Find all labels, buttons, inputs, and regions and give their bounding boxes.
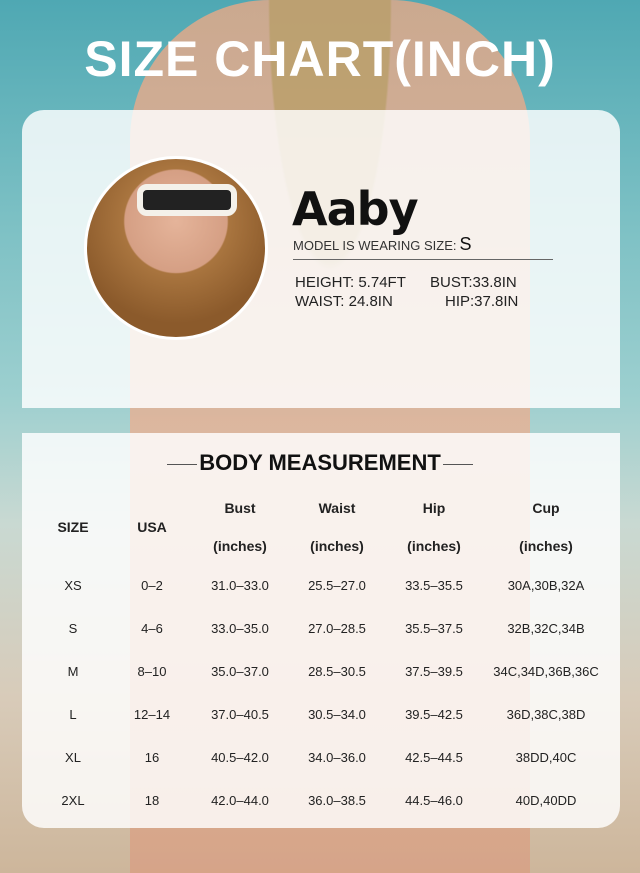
column-unit: (inches)	[213, 538, 267, 554]
column-header: Hip	[422, 500, 446, 516]
table-cell: 44.5–46.0	[405, 793, 463, 808]
table-cell: 27.0–28.5	[308, 621, 366, 636]
model-wearing-size: MODEL IS WEARING SIZE: S	[293, 234, 472, 255]
model-waist: WAIST: 24.8IN	[295, 293, 393, 310]
table-cell: 40D,40DD	[515, 793, 577, 808]
column-unit: (inches)	[407, 538, 461, 554]
table-cell: 33.5–35.5	[405, 578, 463, 593]
table-cell: 28.5–30.5	[308, 664, 366, 679]
column-unit: (inches)	[310, 538, 364, 554]
table-title: BODY MEASUREMENT	[0, 450, 640, 476]
table-title-text: BODY MEASUREMENT	[199, 450, 441, 475]
table-cell: 12–14	[133, 707, 171, 722]
column-header: Waist	[318, 500, 356, 516]
table-cell: 36D,38C,38D	[506, 707, 586, 722]
table-cell: XL	[65, 750, 81, 765]
column-header: SIZE	[57, 519, 89, 535]
table-cell: 42.0–44.0	[211, 793, 269, 808]
table-cell: 35.5–37.5	[405, 621, 463, 636]
table-cell: 36.0–38.5	[308, 793, 366, 808]
table-cell: 37.5–39.5	[405, 664, 463, 679]
table-cell: 38DD,40C	[515, 750, 577, 765]
table-cell: 33.0–35.0	[211, 621, 269, 636]
table-cell: 34.0–36.0	[308, 750, 366, 765]
table-cell: 35.0–37.0	[211, 664, 269, 679]
table-cell: 25.5–27.0	[308, 578, 366, 593]
table-cell: 0–2	[141, 578, 163, 593]
table-cell: 31.0–33.0	[211, 578, 269, 593]
table-cell: 2XL	[61, 793, 85, 808]
wearing-size-value: S	[459, 234, 472, 254]
column-header: Bust	[224, 500, 256, 516]
table-cell: XS	[64, 578, 82, 593]
wearing-label: MODEL IS WEARING SIZE:	[293, 238, 457, 253]
table-cell: 39.5–42.5	[405, 707, 463, 722]
model-name: Aaby	[292, 182, 419, 236]
sunglasses-graphic	[137, 184, 237, 216]
table-cell: 4–6	[141, 621, 163, 636]
column-header: USA	[137, 519, 167, 535]
table-cell: 32B,32C,34B	[507, 621, 585, 636]
table-cell: 18	[144, 793, 160, 808]
column-unit: (inches)	[519, 538, 573, 554]
table-cell: S	[68, 621, 78, 636]
column-header: Cup	[532, 500, 560, 516]
table-cell: 42.5–44.5	[405, 750, 463, 765]
divider	[293, 259, 553, 260]
table-cell: 8–10	[137, 664, 167, 679]
model-hip: HIP:37.8IN	[445, 293, 519, 310]
table-cell: M	[67, 664, 79, 679]
table-cell: 40.5–42.0	[211, 750, 269, 765]
page-title: SIZE CHART(INCH)	[84, 31, 556, 87]
table-cell: 30A,30B,32A	[507, 578, 585, 593]
model-bust: BUST:33.8IN	[430, 274, 517, 291]
model-height: HEIGHT: 5.74FT	[295, 274, 406, 291]
measurement-panel	[22, 433, 620, 828]
table-cell: 30.5–34.0	[308, 707, 366, 722]
table-cell: L	[69, 707, 77, 722]
table-cell: 16	[144, 750, 160, 765]
table-cell: 37.0–40.5	[211, 707, 269, 722]
table-cell: 34C,34D,36B,36C	[493, 664, 599, 679]
model-avatar	[84, 156, 268, 340]
